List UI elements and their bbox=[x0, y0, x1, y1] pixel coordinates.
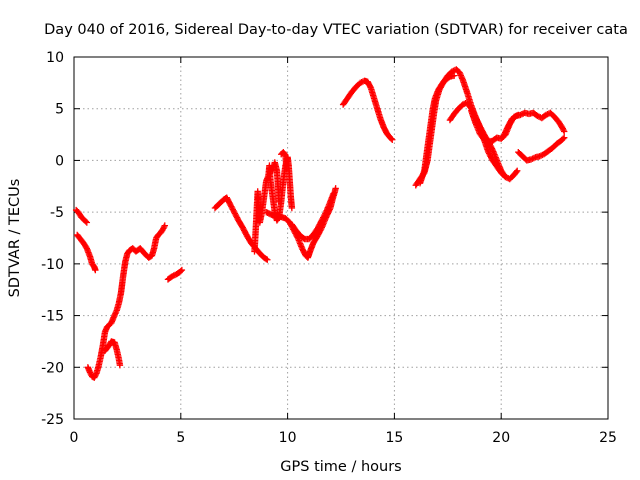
data-point bbox=[559, 135, 567, 142]
data-point bbox=[275, 198, 283, 205]
data-point bbox=[518, 111, 526, 118]
data-point bbox=[542, 111, 550, 119]
y-tick-label: 10 bbox=[46, 50, 64, 66]
y-tick-label: -15 bbox=[41, 309, 64, 325]
data-point bbox=[161, 222, 168, 229]
data-point bbox=[517, 111, 524, 119]
data-point bbox=[501, 172, 508, 180]
data-point bbox=[357, 79, 364, 87]
x-tick-label: 10 bbox=[279, 430, 297, 446]
data-point bbox=[536, 153, 543, 160]
data-series-sdtvar bbox=[72, 66, 568, 381]
data-point bbox=[83, 219, 91, 226]
y-tick-label: -20 bbox=[41, 360, 64, 376]
data-point bbox=[459, 101, 466, 108]
data-point bbox=[527, 156, 535, 163]
y-axis-label: SDTVAR / TECUs bbox=[7, 179, 23, 298]
data-point bbox=[330, 190, 337, 197]
grid-lines bbox=[74, 57, 608, 419]
data-point bbox=[537, 152, 545, 159]
y-tick-label: -25 bbox=[41, 412, 64, 428]
data-point bbox=[388, 135, 395, 142]
x-tick-label: 25 bbox=[599, 430, 617, 446]
data-point bbox=[82, 218, 89, 225]
x-axis-tick-labels: 0 5 10 15 20 25 bbox=[70, 430, 617, 446]
y-tick-label: 5 bbox=[55, 102, 64, 118]
data-point bbox=[170, 272, 177, 279]
data-point bbox=[264, 256, 271, 263]
x-tick-label: 15 bbox=[385, 430, 403, 446]
data-point bbox=[332, 185, 339, 192]
chart-title: Day 040 of 2016, Sidereal Day-to-day VTE… bbox=[44, 22, 628, 38]
data-point bbox=[358, 78, 365, 86]
data-point bbox=[178, 266, 186, 274]
data-point bbox=[448, 68, 456, 75]
y-axis-tick-labels: -25 -20 -15 -10 -5 0 5 10 bbox=[41, 50, 64, 428]
data-point bbox=[322, 210, 329, 217]
data-point bbox=[288, 204, 296, 212]
data-point bbox=[529, 155, 536, 162]
x-tick-label: 0 bbox=[70, 430, 79, 446]
data-point bbox=[513, 168, 520, 176]
data-point bbox=[561, 128, 568, 135]
y-tick-label: 0 bbox=[55, 153, 64, 169]
data-point bbox=[502, 173, 509, 181]
data-point bbox=[263, 255, 270, 263]
data-point bbox=[514, 167, 521, 174]
data-point bbox=[177, 267, 184, 275]
data-point bbox=[160, 223, 168, 231]
data-point bbox=[488, 145, 496, 152]
data-point bbox=[92, 266, 99, 274]
plot-frame bbox=[73, 56, 609, 420]
data-point bbox=[561, 134, 568, 141]
y-tick-label: -5 bbox=[50, 205, 64, 221]
data-point bbox=[480, 136, 488, 143]
data-point bbox=[116, 362, 124, 369]
data-point bbox=[389, 136, 396, 143]
data-point bbox=[92, 371, 99, 379]
data-point bbox=[169, 273, 176, 280]
x-tick-label: 5 bbox=[176, 430, 185, 446]
x-axis-label: GPS time / hours bbox=[280, 459, 401, 475]
data-point bbox=[534, 112, 541, 120]
y-tick-label: -10 bbox=[41, 257, 64, 273]
data-point bbox=[482, 137, 489, 144]
axis-ticks bbox=[73, 56, 609, 420]
data-point bbox=[283, 165, 290, 172]
data-point bbox=[530, 154, 538, 162]
x-tick-label: 20 bbox=[492, 430, 510, 446]
data-point bbox=[451, 72, 458, 79]
data-point bbox=[560, 126, 567, 134]
